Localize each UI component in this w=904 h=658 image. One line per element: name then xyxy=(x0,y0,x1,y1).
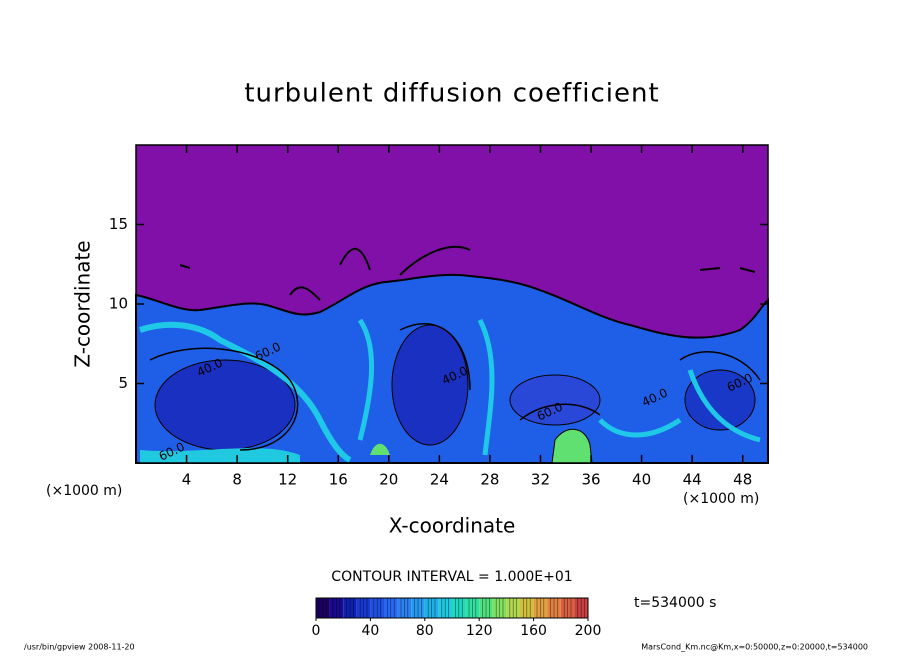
contour-line xyxy=(149,323,761,451)
x-unit-label: (×1000 m) xyxy=(683,491,759,507)
cyan-band xyxy=(139,321,352,463)
y-tick-label: 10 xyxy=(109,295,128,313)
colorbar-tick-label: 160 xyxy=(520,623,547,639)
x-tick-label: 40 xyxy=(632,471,651,489)
x-tick-label: 48 xyxy=(733,471,752,489)
x-tick-label: 28 xyxy=(480,471,499,489)
green-patch xyxy=(370,443,390,455)
colorbar-tick-label: 0 xyxy=(312,623,321,639)
colorbar-tick-label: 200 xyxy=(575,623,602,639)
cyan-patch xyxy=(140,448,300,463)
chart-title: turbulent diffusion coefficient xyxy=(244,79,659,109)
y-tick-label: 15 xyxy=(109,215,128,233)
x-tick-label: 8 xyxy=(232,471,242,489)
time-label: t=534000 s xyxy=(634,595,716,611)
colorbar-tick-label: 120 xyxy=(466,623,493,639)
footer-right: MarsCond_Km.nc@Km,x=0:50000,z=0:20000,t=… xyxy=(641,643,868,652)
colorbar-tick-label: 80 xyxy=(416,623,434,639)
x-tick-label: 12 xyxy=(278,471,297,489)
x-unit-label: (×1000 m) xyxy=(46,483,122,499)
x-tick-label: 20 xyxy=(379,471,398,489)
x-tick-label: 32 xyxy=(531,471,550,489)
colorbar-frame xyxy=(315,597,589,619)
footer-left: /usr/bin/gpview 2008-11-20 xyxy=(24,643,135,652)
x-axis-label: X-coordinate xyxy=(389,514,516,538)
field xyxy=(135,144,769,464)
x-tick-label: 24 xyxy=(430,471,449,489)
x-tick-label: 36 xyxy=(581,471,600,489)
x-tick-label: 44 xyxy=(683,471,702,489)
y-axis-label: Z-coordinate xyxy=(71,240,95,367)
colorbar-tick-label: 40 xyxy=(361,623,379,639)
x-tick-label: 4 xyxy=(182,471,192,489)
contour-interval: CONTOUR INTERVAL = 1.000E+01 xyxy=(331,569,572,585)
x-tick-label: 16 xyxy=(329,471,348,489)
cyan-band xyxy=(357,318,761,456)
eddy xyxy=(684,369,756,431)
eddy xyxy=(391,324,469,446)
y-tick-label: 5 xyxy=(118,374,128,392)
contour-line xyxy=(179,245,756,301)
